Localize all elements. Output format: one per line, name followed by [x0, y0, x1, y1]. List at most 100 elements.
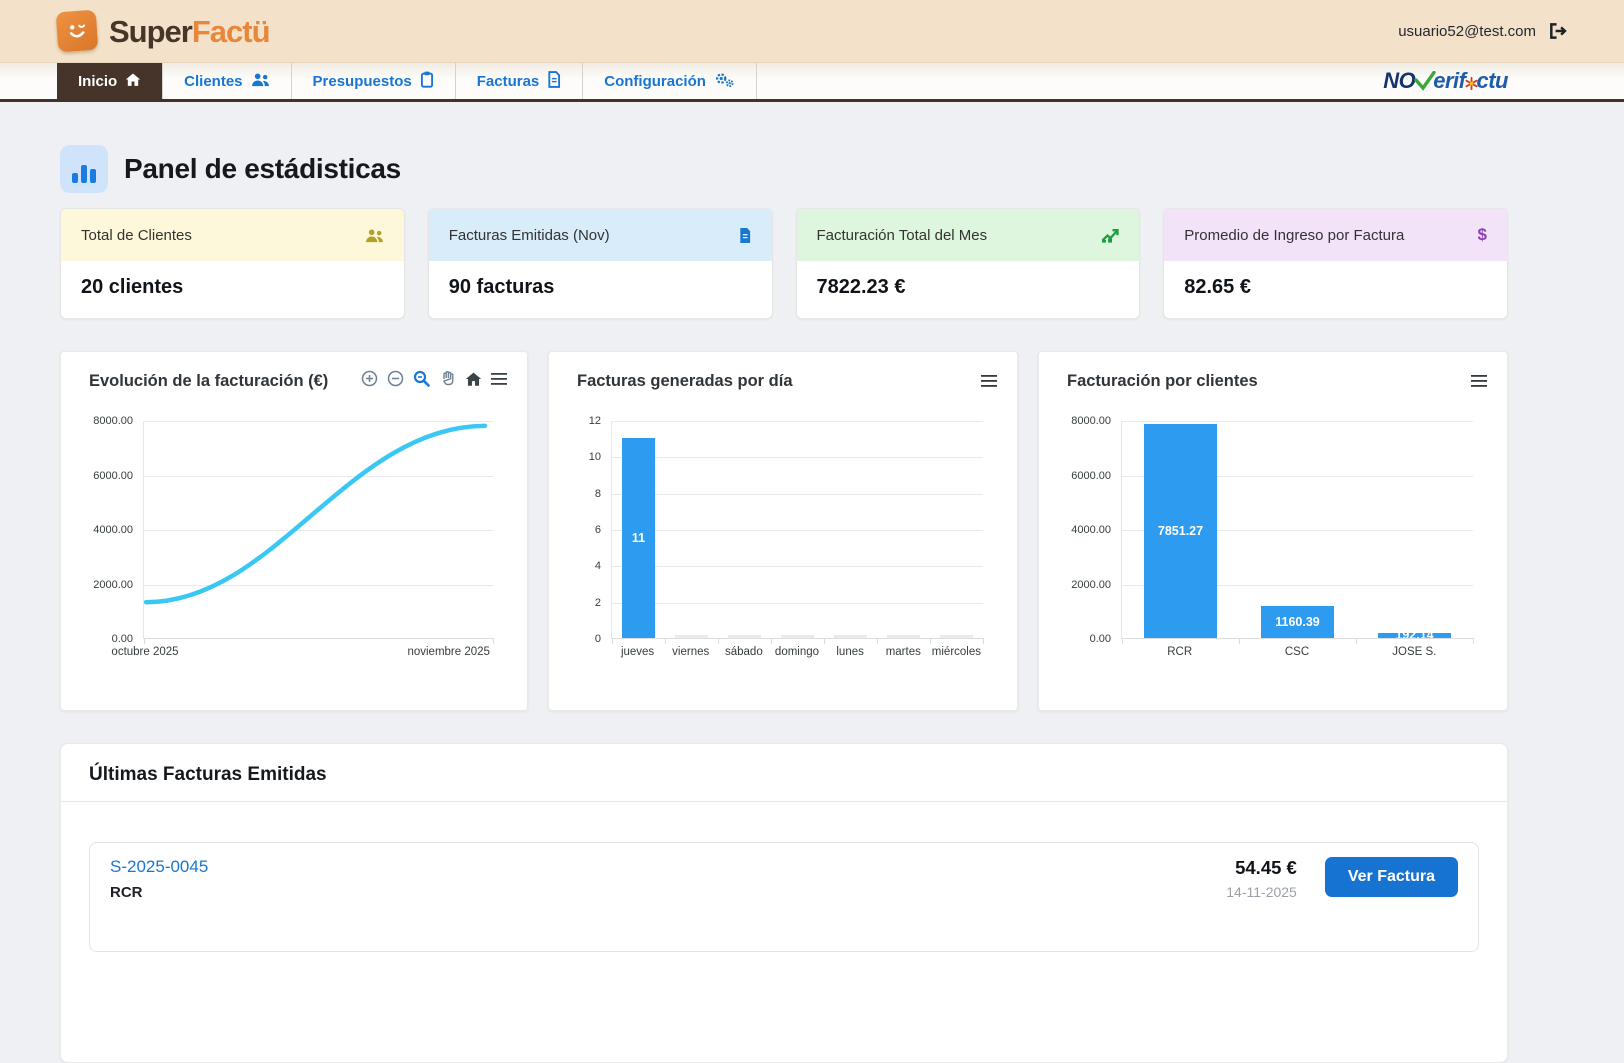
y-tick-label: 0.00: [81, 633, 133, 645]
stat-card-clientes: Total de Clientes 20 clientes: [60, 208, 405, 319]
bars-layer: 11: [612, 421, 983, 638]
page-title: Panel de estádisticas: [124, 153, 401, 185]
bar-cell: 192.14: [1356, 421, 1473, 638]
bar-cell: [771, 421, 824, 638]
bar-martes[interactable]: [887, 635, 920, 638]
y-tick-label: 4000.00: [1059, 524, 1111, 536]
main-nav: Inicio Clientes Presupuestos Facturas Co…: [0, 63, 1624, 102]
menu-icon[interactable]: [1471, 374, 1487, 388]
logout-icon[interactable]: [1548, 22, 1567, 40]
tab-presupuestos[interactable]: Presupuestos: [292, 63, 456, 99]
noverifactu-logo: NO erifctu: [1383, 63, 1508, 99]
bar-lunes[interactable]: [834, 635, 867, 638]
tab-label: Inicio: [78, 73, 117, 90]
brand-factu: Factü: [192, 14, 270, 49]
x-axis-tick: [144, 638, 145, 644]
section-title: Últimas Facturas Emitidas: [61, 764, 1507, 802]
chart-card-facturas-dia: Facturas generadas por día 12108642011ju…: [548, 351, 1018, 711]
y-axis: 8000.006000.004000.002000.000.00: [81, 421, 143, 639]
brand-name: SuperFactü: [109, 16, 270, 47]
bar-domingo[interactable]: [781, 635, 814, 638]
x-tick-label: lunes: [824, 646, 877, 658]
app-logo: SuperFactü: [57, 11, 270, 51]
bar-JOSE S.[interactable]: 192.14: [1378, 633, 1451, 638]
x-axis-tick: [1356, 638, 1357, 644]
facturacion-line-series[interactable]: [144, 421, 493, 639]
brand-super: Super: [109, 14, 192, 49]
plot-area: [143, 421, 493, 639]
x-axis-labels: juevesviernessábadodomingolunesmartesmié…: [611, 646, 983, 658]
y-tick-label: 2: [569, 597, 601, 609]
verifactu-no: NO: [1383, 68, 1415, 94]
bar-jueves[interactable]: 11: [622, 438, 655, 638]
x-tick-label: jueves: [611, 646, 664, 658]
stat-value: 7822.23 €: [797, 261, 1140, 318]
invoice-info: S-2025-0045 RCR: [110, 857, 208, 901]
zoom-in-icon[interactable]: [361, 370, 378, 387]
view-invoice-button[interactable]: Ver Factura: [1325, 857, 1458, 897]
stat-card-facturacion-mes: Facturación Total del Mes 7822.23 €: [796, 208, 1141, 319]
bar-miércoles[interactable]: [940, 635, 973, 638]
user-area: usuario52@test.com: [1398, 22, 1567, 40]
bar-value-label: 7851.27: [1158, 524, 1203, 538]
x-tick-label: RCR: [1121, 646, 1238, 658]
x-axis-tick: [877, 638, 878, 644]
tab-configuracion[interactable]: Configuración: [583, 63, 757, 99]
bar-cell: 7851.27: [1122, 421, 1239, 638]
bar-CSC[interactable]: 1160.39: [1261, 606, 1334, 638]
y-tick-label: 8000.00: [1059, 415, 1111, 427]
stat-card-promedio: Promedio de Ingreso por Factura $ 82.65 …: [1163, 208, 1508, 319]
chart-title: Facturación por clientes: [1067, 372, 1258, 391]
tab-label: Presupuestos: [313, 73, 412, 90]
x-axis-labels: RCRCSCJOSE S.: [1121, 646, 1473, 658]
y-tick-label: 8000.00: [81, 415, 133, 427]
bar-sábado[interactable]: [728, 635, 761, 638]
bar-chart-facturas-dia: 12108642011juevesviernessábadodomingolun…: [569, 421, 997, 658]
x-axis-tick: [1122, 638, 1123, 644]
bar-viernes[interactable]: [675, 635, 708, 638]
invoice-amounts: 54.45 € 14-11-2025: [1226, 857, 1297, 900]
selection-zoom-icon[interactable]: [413, 370, 430, 387]
x-tick-label: CSC: [1238, 646, 1355, 658]
zoom-out-icon[interactable]: [387, 370, 404, 387]
x-axis-tick: [771, 638, 772, 644]
stat-value: 90 facturas: [429, 261, 772, 318]
y-axis: 121086420: [569, 421, 611, 639]
bar-cell: 1160.39: [1239, 421, 1356, 638]
x-axis-tick: [612, 638, 613, 644]
bar-RCR[interactable]: 7851.27: [1144, 424, 1217, 638]
x-tick-label: viernes: [664, 646, 717, 658]
y-tick-label: 4000.00: [81, 524, 133, 536]
y-tick-label: 6: [569, 524, 601, 536]
y-tick-label: 2000.00: [81, 579, 133, 591]
menu-icon[interactable]: [491, 372, 507, 386]
x-axis-labels: octubre 2025noviembre 2025: [143, 646, 493, 664]
bar-cell: [665, 421, 718, 638]
x-axis-tick: [1239, 638, 1240, 644]
charts-row: Evolución de la facturación (€) 8000.006…: [60, 351, 1508, 711]
y-tick-label: 0.00: [1059, 633, 1111, 645]
y-axis: 8000.006000.004000.002000.000.00: [1059, 421, 1121, 639]
x-axis-tick: [930, 638, 931, 644]
verifactu-erif: erif: [1433, 68, 1465, 94]
stat-label: Facturas Emitidas (Nov): [449, 227, 610, 244]
home-icon: [125, 72, 141, 91]
y-tick-label: 4: [569, 560, 601, 572]
reset-home-icon[interactable]: [465, 371, 482, 387]
bar-value-label: 11: [632, 531, 645, 545]
bars-layer: 7851.27 1160.39 192.14: [1122, 421, 1473, 638]
tab-facturas[interactable]: Facturas: [456, 63, 584, 99]
tab-inicio[interactable]: Inicio: [57, 63, 163, 99]
tab-label: Facturas: [477, 73, 540, 90]
pan-icon[interactable]: [439, 370, 456, 387]
tab-clientes[interactable]: Clientes: [163, 63, 291, 99]
x-tick-label: noviembre 2025: [407, 646, 489, 658]
x-tick-label: JOSE S.: [1356, 646, 1473, 658]
y-tick-label: 10: [569, 451, 601, 463]
stat-card-facturas: Facturas Emitidas (Nov) 90 facturas: [428, 208, 773, 319]
y-tick-label: 6000.00: [1059, 470, 1111, 482]
invoice-number-link[interactable]: S-2025-0045: [110, 857, 208, 876]
stat-label: Facturación Total del Mes: [817, 227, 988, 244]
menu-icon[interactable]: [981, 374, 997, 388]
verifactu-ctu: ctu: [1477, 68, 1509, 94]
